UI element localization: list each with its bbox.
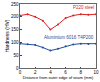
svg-text:50: 50	[13, 53, 19, 58]
svg-text:0: 0	[16, 66, 19, 71]
svg-text:200: 200	[11, 14, 19, 19]
svg-text:150: 150	[11, 27, 19, 32]
svg-text:P220 steel: P220 steel	[73, 5, 94, 10]
svg-text:2: 2	[34, 70, 37, 75]
svg-text:100: 100	[11, 40, 19, 45]
svg-text:250: 250	[11, 2, 19, 7]
svg-text:Hardness (HV): Hardness (HV)	[4, 19, 10, 52]
svg-text:8: 8	[80, 70, 83, 75]
svg-text:0: 0	[19, 70, 22, 75]
svg-text:Aluminium 6016 T4P200: Aluminium 6016 T4P200	[44, 35, 94, 40]
svg-text:6: 6	[64, 70, 67, 75]
svg-text:Distance from outer edge of se: Distance from outer edge of seam (mm)	[23, 75, 94, 80]
svg-text:4: 4	[49, 70, 52, 75]
svg-text:10: 10	[93, 70, 99, 75]
